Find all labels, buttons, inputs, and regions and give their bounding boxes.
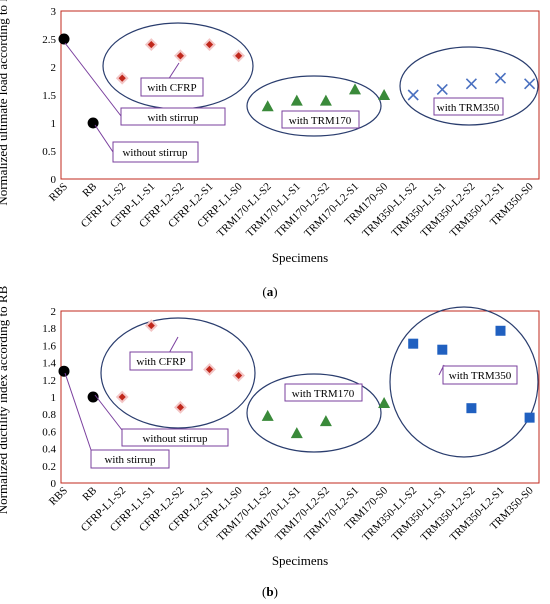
y-tick-label: 1.8 bbox=[42, 323, 56, 335]
y-tick-label: 0.5 bbox=[42, 146, 56, 158]
y-tick-label: 1.5 bbox=[42, 90, 56, 102]
data-point-trm350-l2-s1 bbox=[495, 325, 506, 336]
data-point-rbs bbox=[58, 365, 70, 377]
leader-with-stirrup-a bbox=[64, 42, 122, 117]
y-tick-label: 0 bbox=[51, 478, 57, 490]
y-tick-label: 0 bbox=[51, 174, 57, 186]
svg-text:without stirrup: without stirrup bbox=[142, 433, 208, 445]
y-tick-label: 1 bbox=[51, 118, 57, 130]
panel-label-b: (b) bbox=[262, 584, 278, 599]
data-point-trm170-l1-s1 bbox=[290, 427, 303, 439]
annotation-with-trm170-a: with TRM170 bbox=[281, 110, 360, 129]
y-tick-label: 1.4 bbox=[42, 358, 56, 370]
y-tick-label: 0.4 bbox=[42, 444, 56, 456]
data-point-cfrp-l2-s1 bbox=[203, 363, 216, 376]
y-tick-label: 3 bbox=[51, 6, 57, 18]
data-point-rbs bbox=[58, 33, 70, 45]
x-tick-label: RB bbox=[80, 485, 99, 504]
data-point-cfrp-l1-s2 bbox=[115, 390, 129, 404]
y-axis-label-b: Normalized ductility index according to … bbox=[0, 285, 10, 514]
svg-text:with TRM170: with TRM170 bbox=[289, 115, 352, 127]
data-point-trm170-s0 bbox=[378, 89, 391, 100]
annotation-with-cfrp-b: with CFRP bbox=[129, 351, 193, 371]
y-tick-label: 0.2 bbox=[42, 461, 56, 473]
data-point-trm170-s0 bbox=[378, 397, 391, 409]
data-point-trm350-s0 bbox=[524, 78, 536, 90]
svg-text:with stirrup: with stirrup bbox=[104, 454, 156, 466]
y-tick-label: 0.8 bbox=[42, 409, 56, 421]
leader-without-stirrup-a bbox=[94, 124, 114, 153]
data-point-trm350-s0 bbox=[524, 412, 535, 423]
svg-text:with stirrup: with stirrup bbox=[147, 112, 199, 124]
svg-text:with CFRP: with CFRP bbox=[136, 356, 185, 368]
svg-text:with TRM350: with TRM350 bbox=[449, 370, 512, 382]
data-point-trm170-l1-s2 bbox=[261, 100, 274, 112]
trm170-group-ellipse-a bbox=[246, 75, 382, 137]
data-point-trm170-l2-s2 bbox=[319, 415, 332, 427]
data-point-cfrp-l2-s1 bbox=[203, 38, 216, 52]
data-point-trm350-l1-s2 bbox=[407, 89, 419, 101]
data-point-rb bbox=[87, 391, 99, 403]
data-point-rb bbox=[87, 117, 99, 129]
y-axis-label-a: Normalized ultimate load according to RB bbox=[0, 0, 10, 206]
y-tick-label: 2 bbox=[51, 306, 57, 318]
leader-with-cfrp-a bbox=[167, 62, 180, 81]
y-tick-label: 2.5 bbox=[42, 34, 56, 46]
data-point-cfrp-l2-s2 bbox=[173, 49, 187, 63]
svg-text:with TRM170: with TRM170 bbox=[292, 388, 355, 400]
chart-panel-b: 00.20.40.60.811.21.41.61.82 RBS RBCFRP-L1… bbox=[0, 285, 540, 599]
data-point-trm170-l1-s2 bbox=[261, 409, 274, 421]
y-tick-label: 1 bbox=[51, 392, 57, 404]
x-axis-label-b: Specimens bbox=[272, 553, 328, 568]
cfrp-group-ellipse-b bbox=[100, 317, 256, 429]
leader-without-stirrup-b bbox=[94, 394, 123, 431]
chart-panel-a: 00.511.522.53 RBS RBCFRP-L1-S2CFRP-L1-S1C… bbox=[0, 0, 540, 299]
y-tick-label: 1.6 bbox=[42, 340, 56, 352]
data-point-trm170-l2-s2 bbox=[319, 94, 332, 106]
svg-text:with TRM350: with TRM350 bbox=[437, 102, 500, 114]
annotation-without-stirrup-b: without stirrup bbox=[121, 428, 229, 447]
data-point-trm350-l2-s1 bbox=[494, 72, 507, 84]
trm350-group-ellipse-b bbox=[389, 306, 539, 458]
data-point-cfrp-l1-s2 bbox=[115, 71, 129, 85]
data-point-cfrp-l1-s1 bbox=[144, 319, 158, 333]
data-point-cfrp-l2-s2 bbox=[173, 400, 187, 414]
data-point-trm350-l2-s2 bbox=[466, 403, 477, 414]
trm170-group-ellipse-b bbox=[246, 373, 382, 453]
data-point-trm350-l1-s1 bbox=[437, 344, 448, 355]
annotation-with-stirrup-b: with stirrup bbox=[90, 449, 170, 469]
y-tick-label: 1.2 bbox=[42, 375, 56, 387]
panel-label-a: (a) bbox=[262, 284, 277, 299]
annotation-with-stirrup-a: with stirrup bbox=[120, 107, 226, 126]
data-point-trm170-l1-s1 bbox=[290, 94, 303, 106]
data-point-cfrp-l1-s0 bbox=[232, 369, 246, 382]
svg-text:without stirrup: without stirrup bbox=[122, 147, 188, 159]
x-axis-label-a: Specimens bbox=[272, 250, 328, 265]
data-point-trm350-l1-s2 bbox=[408, 338, 419, 349]
annotation-with-cfrp-a: with CFRP bbox=[140, 77, 204, 97]
annotation-without-stirrup-a: without stirrup bbox=[112, 141, 199, 163]
y-tick-label: 2 bbox=[51, 62, 57, 74]
annotation-with-trm170-b: with TRM170 bbox=[284, 383, 363, 402]
data-point-cfrp-l1-s0 bbox=[232, 49, 246, 63]
x-tick-label: RB bbox=[80, 181, 99, 200]
leader-with-stirrup-b bbox=[64, 372, 92, 451]
y-tick-label: 0.6 bbox=[42, 426, 56, 438]
data-point-trm170-l2-s1 bbox=[349, 83, 361, 95]
annotation-with-trm350-b: with TRM350 bbox=[442, 365, 518, 385]
data-point-cfrp-l1-s1 bbox=[144, 38, 158, 52]
data-point-trm350-l1-s1 bbox=[436, 83, 448, 95]
annotation-with-trm350-a: with TRM350 bbox=[433, 97, 504, 116]
data-point-trm350-l2-s2 bbox=[465, 78, 477, 90]
svg-text:with CFRP: with CFRP bbox=[147, 82, 196, 94]
trm350-group-ellipse-a bbox=[399, 46, 539, 126]
